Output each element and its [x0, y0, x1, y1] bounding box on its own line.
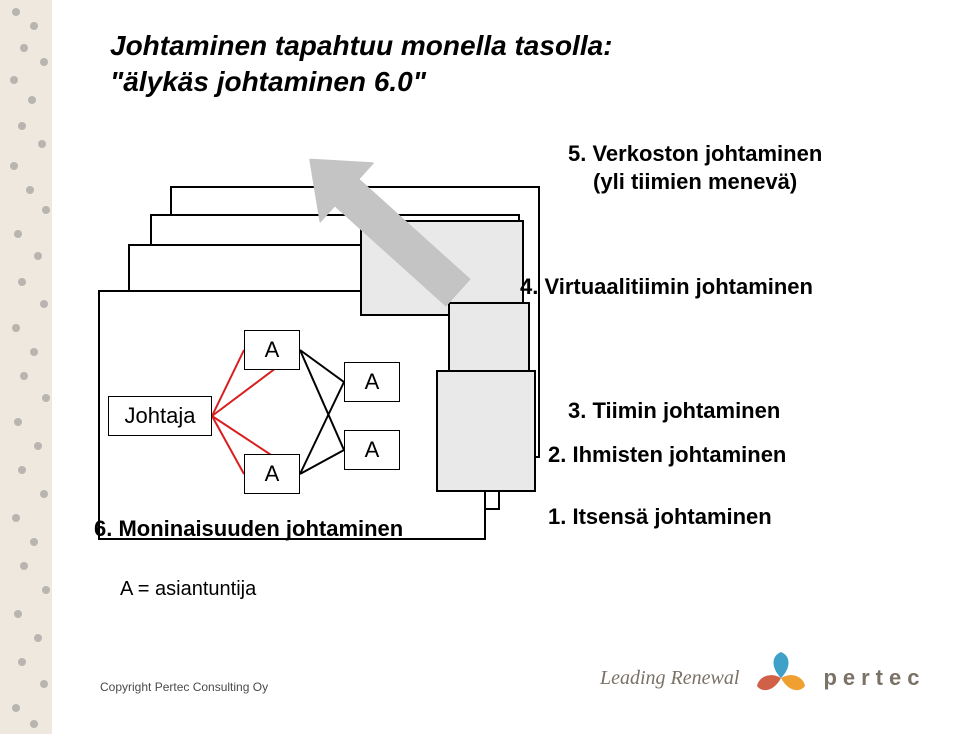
- brand-text: pertec: [823, 665, 925, 691]
- node-johtaja: Johtaja: [108, 396, 212, 436]
- pertec-logo-icon: [753, 650, 809, 706]
- label-5: 5. Verkoston johtaminen (yli tiimien men…: [568, 140, 822, 196]
- tagline-text: Leading Renewal: [600, 667, 739, 690]
- label-6: 6. Moninaisuuden johtaminen: [94, 516, 403, 542]
- node-a4: A: [344, 430, 400, 470]
- label-3: 3. Tiimin johtaminen: [568, 398, 780, 424]
- label-2: 2. Ihmisten johtaminen: [548, 442, 786, 468]
- footer-logo-group: Leading Renewal pertec: [600, 650, 925, 706]
- network-lines: [0, 0, 960, 734]
- node-a3: A: [344, 362, 400, 402]
- label-4: 4. Virtuaalitiimin johtaminen: [520, 274, 813, 300]
- label-1: 1. Itsensä johtaminen: [548, 504, 772, 530]
- node-a1: A: [244, 330, 300, 370]
- node-a2: A: [244, 454, 300, 494]
- slide-root: Johtaminen tapahtuu monella tasolla: "äl…: [0, 0, 960, 734]
- legend-text: A = asiantuntija: [120, 578, 256, 601]
- copyright-text: Copyright Pertec Consulting Oy: [100, 680, 268, 694]
